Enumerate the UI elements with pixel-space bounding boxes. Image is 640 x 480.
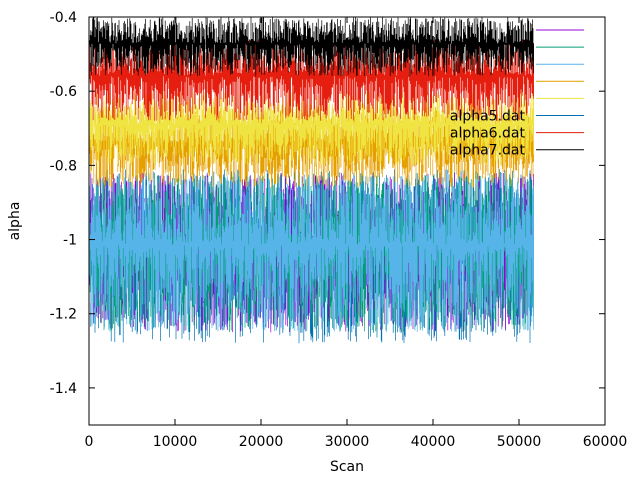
x-tick-label: 60000: [583, 434, 628, 450]
series-layer: [89, 17, 534, 344]
x-tick-label: 10000: [153, 434, 198, 450]
legend-label: alpha6.dat: [450, 126, 526, 142]
y-axis: -1.4 -1.2 -1 -0.8 -0.6 -0.4: [50, 10, 605, 397]
x-tick-label: 20000: [239, 434, 284, 450]
y-tick-label: -1: [63, 233, 77, 249]
y-tick-label: -1.4: [50, 381, 77, 397]
y-tick-label: -1.2: [50, 307, 77, 323]
series-line: [89, 172, 534, 332]
series-line: [89, 91, 534, 166]
series-line: [89, 17, 534, 77]
legend-label: alpha7.dat: [450, 143, 526, 159]
y-tick-label: -0.6: [50, 84, 77, 100]
x-tick-label: 0: [85, 434, 94, 450]
y-tick-label: -0.4: [50, 10, 77, 26]
x-tick-label: 40000: [411, 434, 456, 450]
x-axis-label: Scan: [330, 459, 364, 475]
series-line: [89, 39, 534, 121]
x-axis: 0 10000 20000 30000 40000 50000 60000: [85, 17, 628, 450]
y-tick-label: -0.8: [50, 158, 77, 174]
y-axis-label: alpha: [7, 202, 23, 241]
legend-label: alpha5.dat: [450, 109, 526, 125]
x-tick-label: 30000: [325, 434, 370, 450]
x-tick-label: 50000: [497, 434, 542, 450]
